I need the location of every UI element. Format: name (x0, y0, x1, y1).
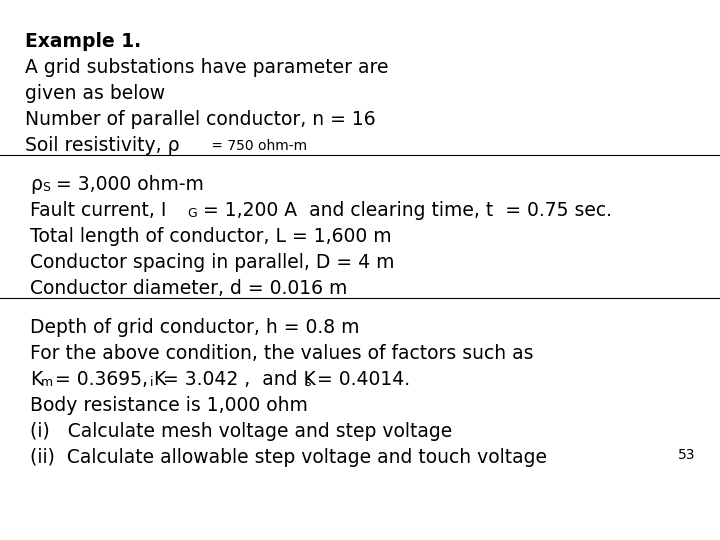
Text: i: i (150, 376, 153, 389)
Text: G: G (187, 207, 197, 220)
Text: Conductor diameter, d = 0.016 m: Conductor diameter, d = 0.016 m (30, 279, 347, 298)
Text: = 1,200 A  and clearing time, t  = 0.75 sec.: = 1,200 A and clearing time, t = 0.75 se… (197, 201, 612, 220)
Text: Number of parallel conductor, n = 16: Number of parallel conductor, n = 16 (25, 110, 376, 129)
Text: Example 1.: Example 1. (25, 32, 141, 51)
Text: (i)   Calculate mesh voltage and step voltage: (i) Calculate mesh voltage and step volt… (30, 422, 452, 441)
Text: Body resistance is 1,000 ohm: Body resistance is 1,000 ohm (30, 396, 308, 415)
Text: Depth of grid conductor, h = 0.8 m: Depth of grid conductor, h = 0.8 m (30, 318, 359, 337)
Text: 53: 53 (678, 448, 695, 462)
Text: = 0.3695, K: = 0.3695, K (49, 370, 166, 389)
Text: (ii)  Calculate allowable step voltage and touch voltage: (ii) Calculate allowable step voltage an… (30, 448, 547, 467)
Text: s: s (304, 376, 310, 389)
Text: Total length of conductor, L = 1,600 m: Total length of conductor, L = 1,600 m (30, 227, 392, 246)
Text: Conductor spacing in parallel, D = 4 m: Conductor spacing in parallel, D = 4 m (30, 253, 395, 272)
Text: = 0.4014.: = 0.4014. (311, 370, 410, 389)
Text: K: K (30, 370, 42, 389)
Text: For the above condition, the values of factors such as: For the above condition, the values of f… (30, 344, 534, 363)
Text: ρ: ρ (30, 175, 42, 194)
Text: = 750 ohm-m: = 750 ohm-m (207, 139, 307, 153)
Text: given as below: given as below (25, 84, 165, 103)
Text: A grid substations have parameter are: A grid substations have parameter are (25, 58, 389, 77)
Text: = 3,000 ohm-m: = 3,000 ohm-m (50, 175, 204, 194)
Text: Soil resistivity, ρ: Soil resistivity, ρ (25, 136, 179, 155)
Text: = 3.042 ,  and K: = 3.042 , and K (157, 370, 316, 389)
Text: Fault current, I: Fault current, I (30, 201, 166, 220)
Text: m: m (41, 376, 53, 389)
Text: S: S (42, 181, 50, 194)
